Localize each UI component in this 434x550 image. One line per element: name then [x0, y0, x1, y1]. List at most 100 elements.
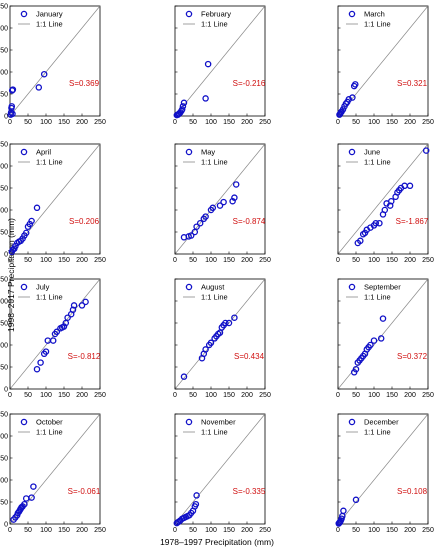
- x-tick-label: 150: [58, 257, 70, 264]
- plot-frame: [9, 413, 101, 525]
- x-tick-label: 200: [76, 527, 88, 534]
- legend-line-label: 1:1 Line: [201, 428, 228, 437]
- data-point: [349, 94, 356, 101]
- data-point: [372, 219, 380, 227]
- plot-frame: [174, 5, 266, 117]
- y-tick-label: 250: [0, 4, 8, 11]
- legend-month-label: April: [36, 148, 51, 157]
- y-tick-label: 150: [0, 321, 8, 328]
- x-tick-label: 0: [173, 392, 177, 399]
- x-tick-label: 150: [58, 392, 70, 399]
- data-point: [180, 373, 188, 380]
- legend-line-label: 1:1 Line: [201, 293, 228, 302]
- one-to-one-line: [174, 143, 266, 255]
- x-tick-label: 250: [422, 119, 434, 126]
- x-tick-label: 150: [223, 119, 235, 126]
- x-tick-label: 250: [259, 257, 271, 264]
- data-point: [202, 95, 209, 102]
- x-tick-label: 100: [205, 119, 217, 126]
- data-point: [381, 206, 389, 214]
- x-tick-label: 150: [223, 392, 235, 399]
- data-point: [357, 237, 364, 245]
- x-tick-label: 250: [422, 527, 434, 534]
- stat-label: S=-0.812: [68, 352, 101, 361]
- data-point: [82, 298, 89, 306]
- data-point: [222, 319, 229, 327]
- x-tick-label: 150: [223, 257, 235, 264]
- x-tick-label: 50: [189, 257, 197, 264]
- plot-frame: [9, 278, 101, 390]
- legend-marker: [348, 418, 356, 426]
- x-tick-label: 0: [336, 119, 340, 126]
- x-tick-label: 100: [40, 119, 52, 126]
- legend-marker: [20, 10, 28, 18]
- legend-marker: [348, 148, 356, 156]
- stat-label: S=-0.061: [68, 487, 101, 496]
- data-point: [9, 86, 17, 93]
- legend-marker: [20, 283, 28, 291]
- y-tick-label: 250: [0, 277, 8, 284]
- legend-line-label: 1:1 Line: [364, 20, 391, 29]
- data-point: [209, 204, 217, 212]
- x-tick-label: 200: [241, 119, 253, 126]
- y-tick-label: 50: [0, 230, 8, 237]
- data-point: [78, 302, 86, 309]
- x-tick-label: 50: [352, 257, 360, 264]
- panel-october: 00 50 50 100 100 150 150 200 200 250 250 October1:1…: [0, 412, 106, 535]
- data-point: [28, 494, 35, 501]
- data-point: [216, 202, 224, 209]
- legend-line-label: 1:1 Line: [36, 20, 63, 29]
- x-tick-label: 0: [336, 527, 340, 534]
- data-point: [30, 483, 37, 490]
- x-tick-label: 250: [422, 392, 434, 399]
- x-tick-label: 100: [205, 392, 217, 399]
- y-tick-label: 50: [0, 92, 8, 99]
- legend-marker: [348, 10, 356, 18]
- y-tick-label: 0: [4, 114, 8, 121]
- data-point: [8, 103, 16, 110]
- x-tick-label: 50: [189, 527, 197, 534]
- y-tick-label: 200: [0, 164, 8, 171]
- data-point: [339, 106, 347, 113]
- data-point: [35, 84, 43, 91]
- legend-line-label: 1:1 Line: [36, 293, 63, 302]
- x-tick-label: 150: [386, 527, 398, 534]
- data-point: [192, 500, 200, 508]
- x-tick-label: 250: [259, 119, 271, 126]
- y-tick-label: 250: [0, 412, 8, 419]
- data-point: [388, 197, 395, 205]
- plot-frame: [174, 143, 266, 255]
- plot-frame: [337, 413, 429, 525]
- legend-marker: [185, 148, 193, 156]
- legend-month-label: June: [364, 148, 380, 157]
- data-point: [376, 219, 383, 227]
- data-point: [60, 323, 68, 330]
- x-tick-label: 250: [94, 527, 106, 534]
- legend-marker: [348, 283, 356, 291]
- data-point: [377, 335, 385, 342]
- data-point: [352, 81, 359, 88]
- stat-label: S=0.372: [397, 352, 428, 361]
- plot-frame: [174, 413, 266, 525]
- x-tick-label: 200: [76, 119, 88, 126]
- data-point: [64, 314, 71, 321]
- data-point: [345, 96, 353, 103]
- stat-label: S=-1.867: [396, 217, 429, 226]
- data-point: [193, 223, 200, 230]
- data-point: [22, 495, 30, 502]
- data-point: [42, 348, 50, 355]
- x-tick-label: 150: [58, 119, 70, 126]
- x-tick-label: 200: [404, 392, 416, 399]
- data-point: [352, 365, 360, 373]
- x-tick-label: 50: [24, 257, 32, 264]
- legend-marker: [20, 418, 28, 426]
- data-point: [196, 219, 204, 227]
- data-point: [28, 217, 35, 225]
- plot-frame: [337, 5, 429, 117]
- data-point: [9, 110, 16, 118]
- y-tick-label: 100: [0, 478, 8, 485]
